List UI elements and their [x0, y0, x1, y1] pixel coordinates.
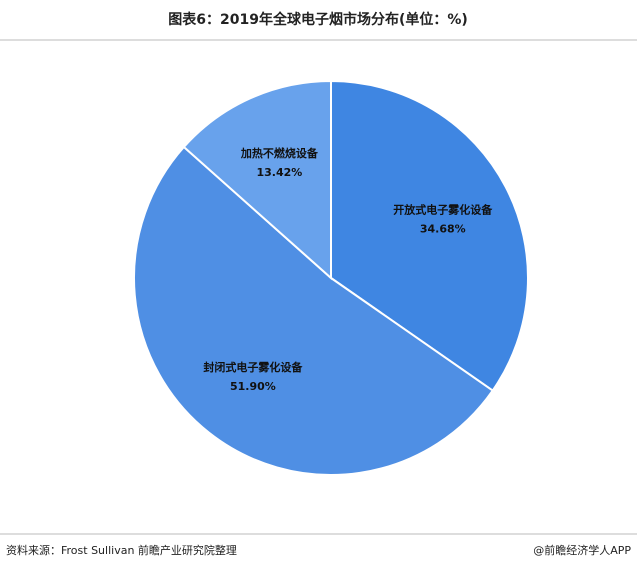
chart-title: 图表6：2019年全球电子烟市场分布(单位：%) — [168, 11, 468, 28]
data-label: 51.90% — [230, 380, 276, 393]
slice-label: 开放式电子雾化设备 — [393, 203, 493, 217]
data-label: 34.68% — [420, 223, 466, 236]
pie-slice — [182, 79, 332, 281]
slice-label: 加热不燃烧设备 — [240, 146, 319, 160]
slice-label: 封闭式电子雾化设备 — [203, 360, 303, 374]
data-label: 13.42% — [256, 166, 302, 179]
pie-slice — [330, 79, 529, 392]
credit: @前瞻经济学人APP — [533, 543, 631, 557]
source: 资料来源：Frost Sullivan 前瞻产业研究院整理 — [6, 543, 237, 557]
pie-slice — [133, 145, 495, 476]
